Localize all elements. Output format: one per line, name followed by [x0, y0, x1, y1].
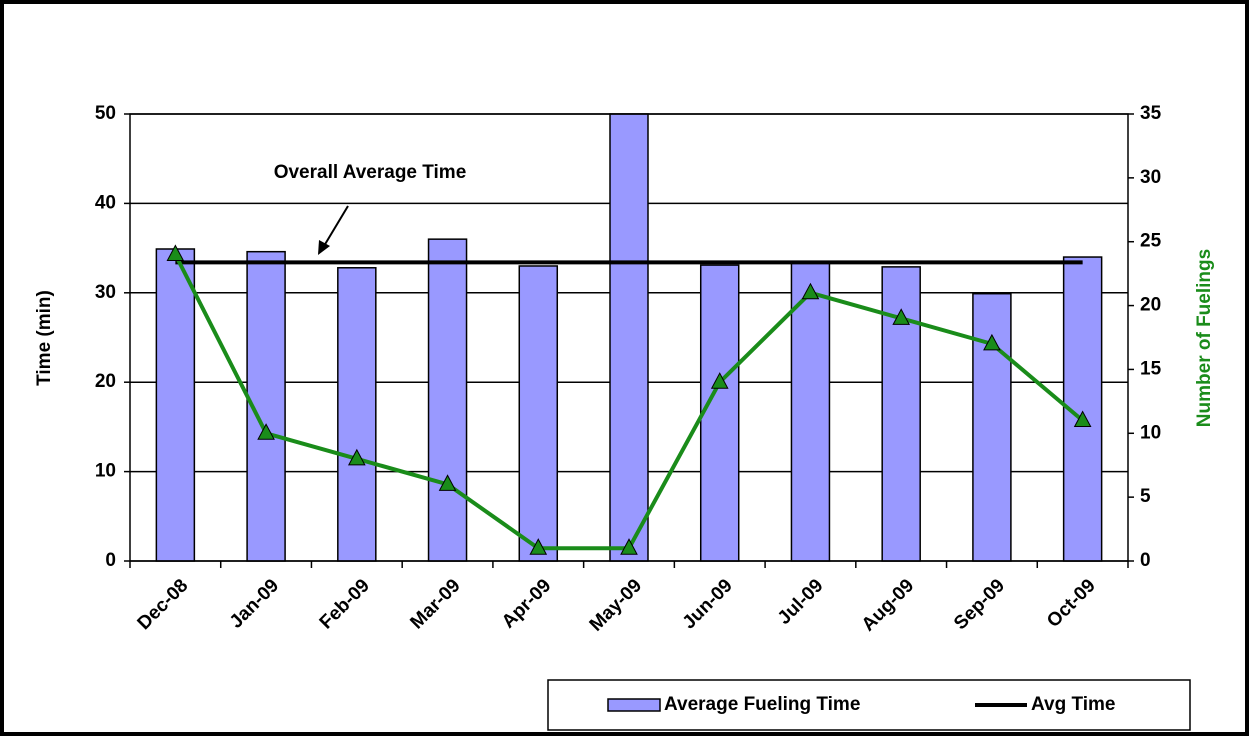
marker [529, 538, 548, 555]
y-tick-label: 0 [105, 550, 116, 571]
y2-tick-label: 0 [1140, 550, 1151, 571]
y-tick-label: 50 [95, 103, 116, 124]
y-tick-label: 10 [95, 461, 116, 482]
marker [257, 423, 275, 440]
marker [347, 448, 366, 466]
bar [427, 238, 468, 562]
y-tick-label: 30 [95, 282, 116, 303]
y-tick-label: 40 [95, 192, 116, 213]
marker [166, 244, 185, 261]
legend-swatch [607, 698, 661, 712]
y2-tick-label: 5 [1140, 486, 1151, 507]
y-axis-title: Time (min) [34, 290, 55, 386]
arrow-head [318, 240, 330, 255]
y2-tick-label: 35 [1140, 103, 1162, 124]
marker [801, 282, 820, 300]
plot-border [129, 113, 1129, 562]
marker [438, 474, 457, 491]
y2-tick-label: 15 [1140, 358, 1162, 379]
y2-tick-label: 20 [1140, 295, 1161, 316]
marker [983, 333, 1001, 351]
y2-axis-title: Number of Fuelings [1194, 249, 1215, 427]
marker [620, 538, 638, 555]
bar [790, 262, 831, 562]
legend-label: Avg Time [1031, 694, 1115, 715]
bar [337, 267, 377, 562]
y2-tick-label: 30 [1140, 167, 1161, 188]
y2-tick-label: 10 [1140, 422, 1161, 443]
bar [609, 113, 649, 562]
marker [1073, 410, 1092, 428]
marker [710, 372, 729, 389]
y2-tick-label: 25 [1140, 231, 1162, 252]
bar [699, 264, 740, 562]
y-tick-label: 20 [95, 371, 116, 392]
bar [972, 292, 1012, 562]
bar [155, 248, 196, 562]
bar [518, 265, 559, 562]
legend-label: Average Fueling Time [664, 694, 860, 715]
marker [892, 308, 911, 325]
annotation: Overall Average Time [274, 162, 467, 183]
annotation-arrow [323, 205, 349, 247]
